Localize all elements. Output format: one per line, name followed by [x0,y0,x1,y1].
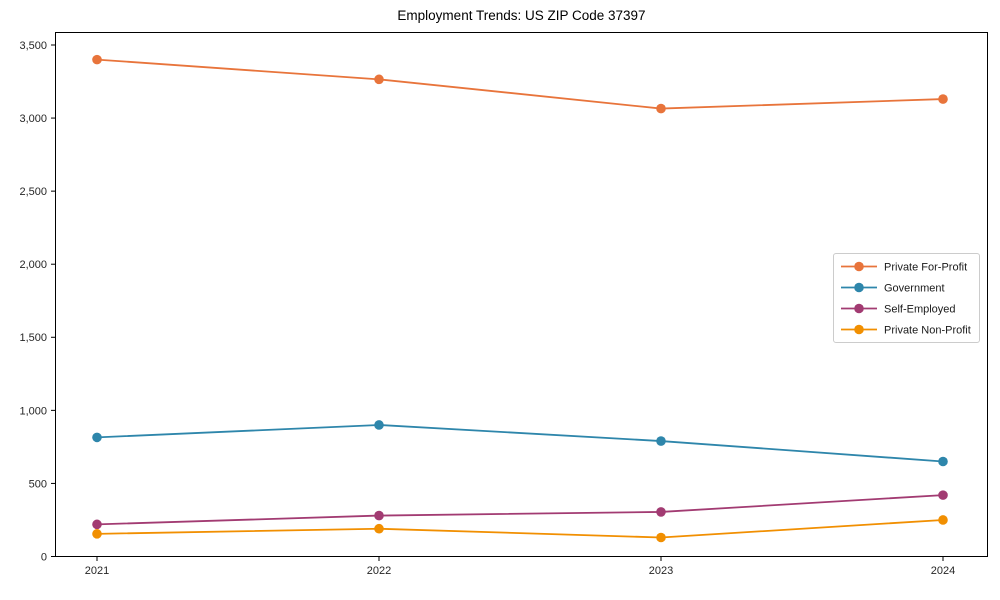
data-point-private-non-profit-2022 [374,523,384,534]
legend-circle-marker [854,303,864,314]
data-point-private-non-profit-2021 [92,529,102,539]
legend-label: Private Non-Profit [884,324,971,336]
data-point-private-for-profit-2022 [374,74,384,85]
x-axis-tick-label: 2021 [85,565,109,577]
plot-border [55,32,988,557]
data-point-self-employed-2021 [92,519,102,530]
data-point-government-2021 [92,432,102,443]
y-axis-tick-label: 500 [29,478,47,490]
data-point-private-for-profit-2024 [938,94,948,104]
legend-circle-marker [854,261,864,272]
data-point-government-2024 [938,456,948,467]
series-line-government [96,424,944,463]
y-axis-tick-label: 0 [41,551,47,563]
legend-circle-marker [854,282,864,293]
series-line-private-non-profit [96,519,944,539]
legend: Private For-Profit Government Self-Employe… [833,253,980,343]
data-point-private-for-profit-2023 [656,103,666,114]
y-axis-tick-label: 3,500 [19,40,47,52]
legend-circle-marker [854,324,864,335]
legend-item-government: Government [841,282,945,294]
legend-label: Self-Employed [884,303,956,315]
data-point-private-for-profit-2021 [92,54,102,65]
legend-item-private-non-profit: Private Non-Profit [841,324,971,336]
legend-label: Private For-Profit [884,261,967,273]
legend-item-self-employed: Self-Employed [841,303,956,315]
chart-title: Employment Trends: US ZIP Code 37397 [397,8,645,23]
axes: 0 500 1,000 1,500 2,000 2,500 3,000 3,500 2021 20… [19,40,955,577]
series-group [92,54,948,543]
data-point-government-2022 [374,420,384,430]
y-axis-tick-label: 2,500 [19,186,47,198]
data-point-private-non-profit-2024 [938,515,948,525]
legend-item-private-for-profit: Private For-Profit [841,261,967,273]
x-axis-tick-label: 2024 [931,565,955,577]
y-axis-tick-label: 3,000 [19,113,47,125]
legend-label: Government [884,282,945,294]
data-point-private-non-profit-2023 [656,532,666,543]
series-line-private-for-profit [96,58,944,110]
data-point-government-2023 [656,436,666,446]
x-axis-tick-label: 2023 [649,565,673,577]
data-point-self-employed-2023 [656,507,666,517]
x-axis-tick-label: 2022 [367,565,391,577]
legend-box [833,253,980,343]
data-point-self-employed-2024 [938,490,948,500]
y-axis-tick-label: 2,000 [19,259,47,271]
plot-area [55,32,988,557]
y-axis-tick-label: 1,500 [19,332,47,344]
data-point-self-employed-2022 [374,510,384,521]
series-line-self-employed [96,494,944,526]
y-axis-tick-label: 1,000 [19,405,47,417]
